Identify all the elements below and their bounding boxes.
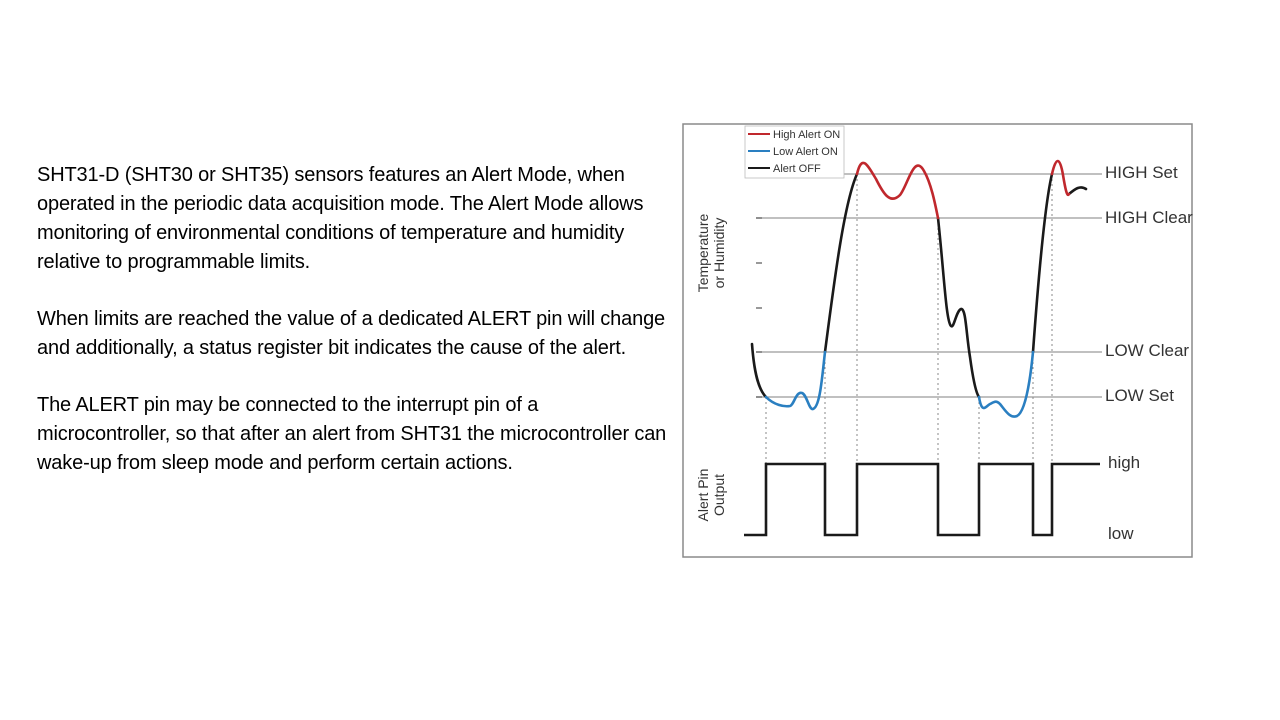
paragraph-alert-mode: SHT31-D (SHT30 or SHT35) sensors feature…: [37, 164, 644, 273]
y-axis-label-line1: Temperature: [695, 213, 711, 292]
lower-axis-label-line1: Alert Pin: [695, 469, 711, 522]
legend-off-label: Alert OFF: [773, 163, 821, 175]
legend: High Alert ON Low Alert ON Alert OFF: [744, 125, 845, 179]
high-set-label: HIGH Set: [1105, 163, 1178, 182]
paragraph-interrupt: The ALERT pin may be connected to the in…: [37, 394, 667, 474]
y-axis-label-line2: or Humidity: [711, 218, 727, 289]
paragraph-alert-pin: When limits are reached the value of a d…: [37, 308, 666, 359]
alert-pin-waveform: [744, 462, 1100, 537]
description-text: SHT31-D (SHT30 or SHT35) sensors feature…: [37, 161, 667, 506]
alert-mode-diagram: Temperature or Humidity Alert Pin Output…: [682, 123, 1194, 559]
legend-high-label: High Alert ON: [773, 129, 840, 141]
low-clear-label: LOW Clear: [1105, 341, 1189, 360]
signal-curve-alert-off: [750, 172, 1088, 399]
signal-curve-low-alert: [764, 350, 1035, 418]
legend-low-label: Low Alert ON: [773, 146, 838, 158]
output-low-label: low: [1108, 524, 1134, 543]
lower-axis-label-line2: Output: [711, 474, 727, 516]
output-high-label: high: [1108, 453, 1140, 472]
low-set-label: LOW Set: [1105, 386, 1174, 405]
signal-curve-high-alert: [855, 159, 1071, 220]
high-clear-label: HIGH Clear: [1105, 208, 1193, 227]
alert-mode-diagram-svg: Temperature or Humidity Alert Pin Output…: [682, 123, 1193, 558]
